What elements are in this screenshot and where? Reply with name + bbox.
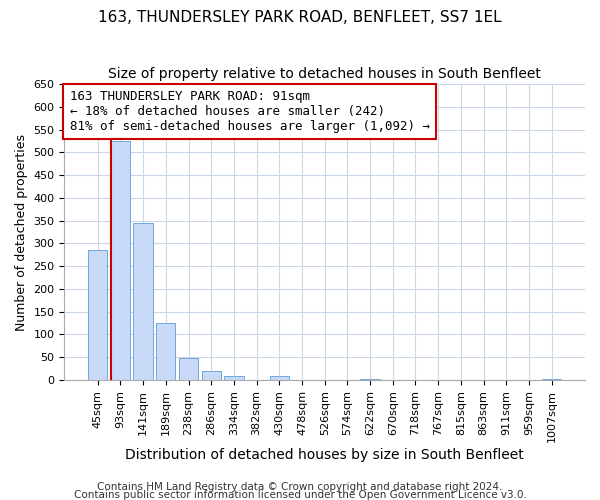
Bar [88,250,107,380]
Bar [269,376,289,380]
Text: 163, THUNDERSLEY PARK ROAD, BENFLEET, SS7 1EL: 163, THUNDERSLEY PARK ROAD, BENFLEET, SS… [98,10,502,25]
Bar [361,378,380,380]
Bar [133,223,153,380]
X-axis label: Distribution of detached houses by size in South Benfleet: Distribution of detached houses by size … [125,448,524,462]
Bar [156,323,175,380]
Bar [542,378,562,380]
Bar [179,358,198,380]
Y-axis label: Number of detached properties: Number of detached properties [15,134,28,330]
Bar [111,141,130,380]
Bar [202,371,221,380]
Bar [224,376,244,380]
Text: Contains HM Land Registry data © Crown copyright and database right 2024.: Contains HM Land Registry data © Crown c… [97,482,503,492]
Title: Size of property relative to detached houses in South Benfleet: Size of property relative to detached ho… [108,68,541,82]
Text: Contains public sector information licensed under the Open Government Licence v3: Contains public sector information licen… [74,490,526,500]
Text: 163 THUNDERSLEY PARK ROAD: 91sqm
← 18% of detached houses are smaller (242)
81% : 163 THUNDERSLEY PARK ROAD: 91sqm ← 18% o… [70,90,430,133]
